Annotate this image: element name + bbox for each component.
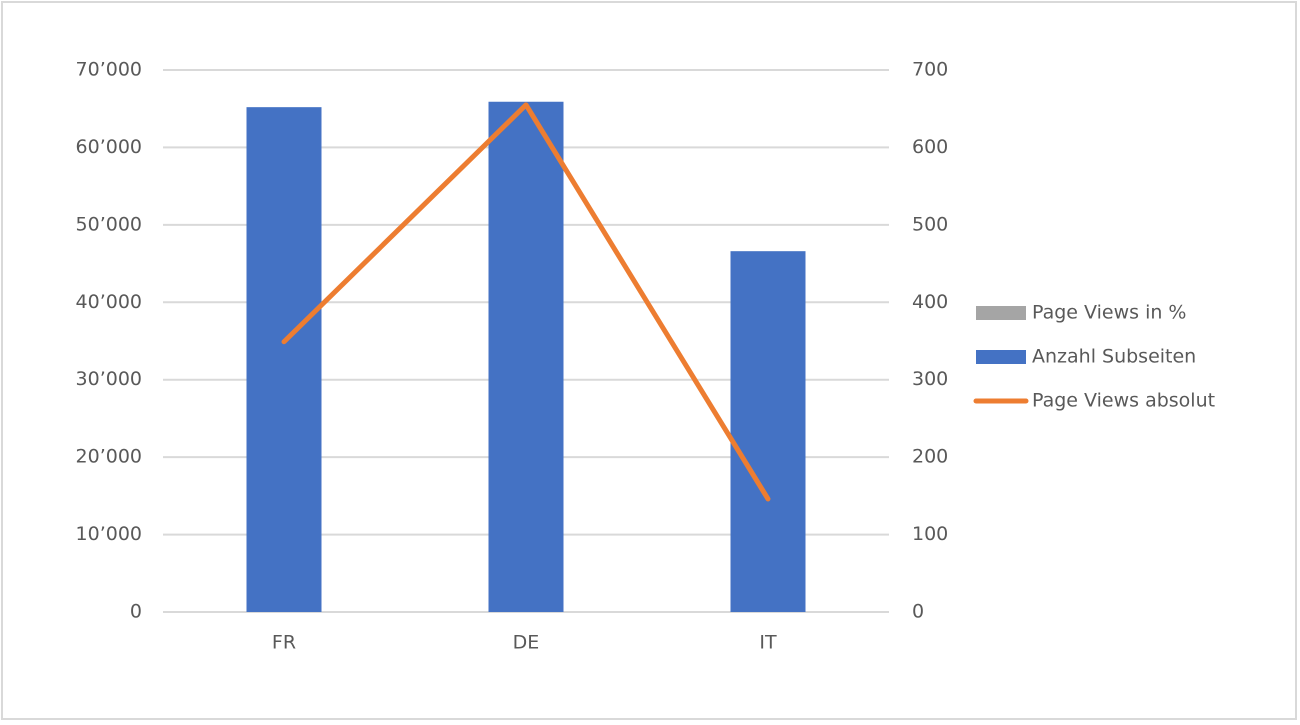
y-tick-label: 50’000 bbox=[76, 213, 142, 235]
x-tick-label: FR bbox=[272, 632, 296, 654]
y2-tick-label: 500 bbox=[912, 213, 948, 235]
y-tick-label: 30’000 bbox=[76, 368, 142, 390]
y-tick-label: 70’000 bbox=[76, 59, 142, 81]
legend-swatch bbox=[976, 350, 1026, 364]
bar bbox=[488, 101, 564, 612]
y2-tick-label: 700 bbox=[912, 59, 948, 81]
legend-label: Anzahl Subseiten bbox=[1032, 346, 1196, 368]
y2-tick-label: 200 bbox=[912, 446, 948, 468]
y-tick-label: 40’000 bbox=[76, 291, 142, 313]
y-tick-label: 0 bbox=[130, 601, 142, 623]
y-tick-label: 10’000 bbox=[76, 523, 142, 545]
legend-label: Page Views in % bbox=[1032, 302, 1186, 324]
y2-tick-label: 600 bbox=[912, 136, 948, 158]
y-tick-label: 60’000 bbox=[76, 136, 142, 158]
bar bbox=[730, 251, 806, 612]
x-tick-label: IT bbox=[759, 632, 777, 654]
legend-label: Page Views absolut bbox=[1032, 390, 1215, 412]
x-tick-label: DE bbox=[513, 632, 540, 654]
line bbox=[281, 102, 771, 502]
legend-swatch bbox=[976, 306, 1026, 320]
y2-tick-label: 0 bbox=[912, 601, 924, 623]
y-tick-label: 20’000 bbox=[76, 446, 142, 468]
y2-tick-label: 400 bbox=[912, 291, 948, 313]
y2-tick-label: 300 bbox=[912, 368, 948, 390]
bar bbox=[246, 107, 322, 612]
y2-tick-label: 100 bbox=[912, 523, 948, 545]
